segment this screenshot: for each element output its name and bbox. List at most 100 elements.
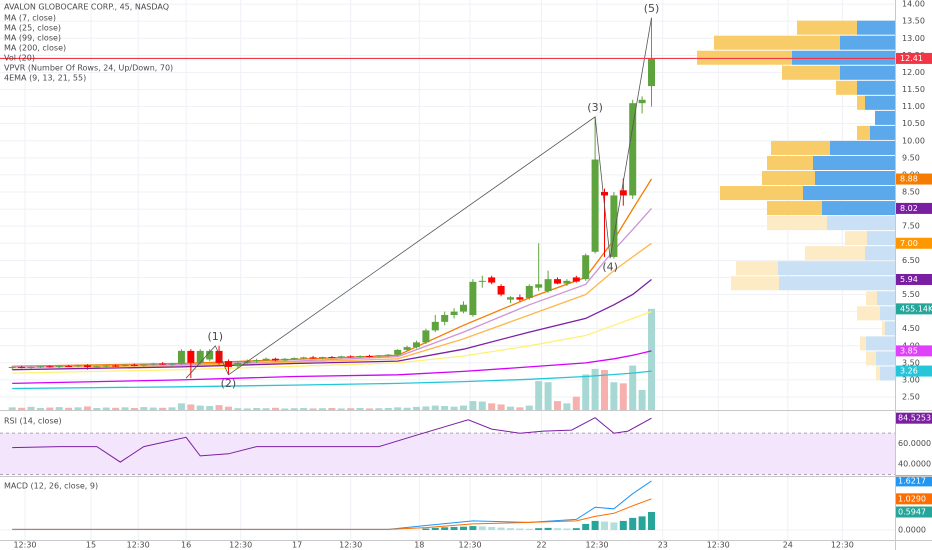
x-tick-label: 12:30 bbox=[707, 541, 730, 550]
signal-line bbox=[12, 498, 652, 530]
candle-body bbox=[102, 365, 110, 367]
profile-down-bar bbox=[782, 65, 840, 80]
x-tick-label: 18 bbox=[414, 541, 424, 550]
profile-up-bar bbox=[779, 276, 895, 291]
candle-body bbox=[271, 358, 279, 361]
volume-bar bbox=[412, 406, 420, 410]
candle-body bbox=[18, 366, 26, 368]
y-tick-label: 7.50 bbox=[902, 222, 920, 231]
volume-bar bbox=[290, 408, 298, 410]
y-tick-label: 2.50 bbox=[902, 393, 920, 402]
candle-body bbox=[206, 350, 214, 360]
candle-body bbox=[619, 190, 627, 196]
volume-bar bbox=[83, 406, 91, 410]
volume-bar bbox=[309, 408, 317, 410]
profile-up-bar bbox=[867, 231, 895, 246]
rsi-band bbox=[0, 433, 895, 475]
candle-body bbox=[610, 195, 618, 257]
macd-histogram-bar bbox=[459, 526, 467, 531]
price-label-bg bbox=[896, 412, 932, 424]
volume-bar bbox=[582, 374, 590, 410]
candle-body bbox=[365, 356, 373, 358]
price-label-bg bbox=[896, 273, 932, 285]
macd-histogram-bar bbox=[422, 528, 430, 531]
volume-bar bbox=[478, 401, 486, 410]
candle-body bbox=[412, 342, 420, 348]
price-label-bg bbox=[896, 365, 932, 377]
candle-body bbox=[441, 315, 449, 322]
volume-bar bbox=[619, 383, 627, 410]
macd-histogram-bar bbox=[431, 527, 439, 531]
y-tick-label: 14.00 bbox=[902, 0, 925, 9]
profile-up-bar bbox=[870, 125, 895, 140]
volume-bar bbox=[300, 408, 308, 410]
volume-bar bbox=[168, 407, 176, 410]
profile-down-bar bbox=[805, 246, 865, 261]
volume-bar bbox=[638, 390, 646, 410]
volume-bar bbox=[610, 382, 618, 410]
volume-bar bbox=[140, 407, 148, 410]
volume-bar bbox=[516, 407, 524, 410]
candle-body bbox=[130, 364, 138, 366]
volume-bar bbox=[431, 405, 439, 410]
price-label: 0.5947 bbox=[898, 507, 926, 516]
volume-bar bbox=[318, 408, 326, 410]
candle-body bbox=[168, 363, 176, 365]
candle-body bbox=[582, 255, 590, 280]
candle-body bbox=[112, 365, 120, 367]
candle-body bbox=[356, 356, 364, 358]
volume-bar bbox=[262, 408, 270, 410]
candle-body bbox=[375, 355, 383, 357]
volume-bar bbox=[112, 407, 120, 410]
candle-body bbox=[469, 281, 477, 316]
volume-bar bbox=[102, 407, 110, 410]
x-tick-label: 17 bbox=[292, 541, 302, 550]
profile-up-bar bbox=[865, 246, 895, 261]
y-tick-label: 0.0000 bbox=[898, 526, 926, 535]
profile-up-bar bbox=[880, 366, 895, 381]
series-layer bbox=[0, 17, 895, 531]
indicator-legend: MA (99, close) bbox=[4, 34, 61, 43]
volume-bar bbox=[497, 404, 505, 410]
candle-body bbox=[253, 360, 261, 362]
volume-bar bbox=[281, 408, 289, 410]
candle-body bbox=[525, 285, 533, 298]
volume-bar bbox=[347, 408, 355, 410]
volume-bar bbox=[74, 407, 82, 410]
volume-bar bbox=[149, 407, 157, 410]
profile-down-bar bbox=[882, 321, 885, 336]
volume-bar bbox=[121, 407, 129, 410]
volume-bar bbox=[8, 407, 16, 410]
profile-up-bar bbox=[822, 201, 895, 216]
price-label-bg bbox=[896, 52, 932, 64]
volume-bar bbox=[365, 408, 373, 410]
candle-body bbox=[572, 277, 580, 282]
price-label: 84.5253 bbox=[898, 414, 931, 423]
profile-up-bar bbox=[815, 170, 895, 186]
volume-bar bbox=[243, 408, 251, 410]
macd-histogram-bar bbox=[506, 528, 514, 531]
candle-body bbox=[262, 358, 270, 361]
x-tick-label: 12:30 bbox=[13, 541, 36, 550]
volume-bar bbox=[55, 407, 63, 410]
profile-down-bar bbox=[697, 50, 792, 65]
profile-down-bar bbox=[767, 201, 822, 216]
candle-body bbox=[337, 356, 345, 358]
macd-histogram-bar bbox=[601, 521, 609, 531]
profile-up-bar bbox=[840, 35, 895, 50]
volume-bar bbox=[93, 408, 101, 410]
profile-down-bar bbox=[720, 186, 803, 201]
macd-histogram-bar bbox=[582, 523, 590, 531]
candle-body bbox=[506, 297, 514, 300]
macd-histogram-bar bbox=[619, 520, 627, 531]
macd-histogram-bar bbox=[441, 527, 449, 531]
profile-down-bar bbox=[762, 170, 815, 186]
candle-body bbox=[347, 356, 355, 358]
volume-bar bbox=[648, 308, 656, 410]
volume-bar bbox=[553, 401, 561, 410]
profile-down-bar bbox=[731, 276, 779, 291]
chart-title: AVALON GLOBOCARE CORP., 45, NASDAQ bbox=[4, 3, 169, 12]
volume-bar bbox=[224, 406, 232, 410]
volume-bar bbox=[65, 407, 73, 410]
price-label: 5.94 bbox=[900, 275, 918, 284]
